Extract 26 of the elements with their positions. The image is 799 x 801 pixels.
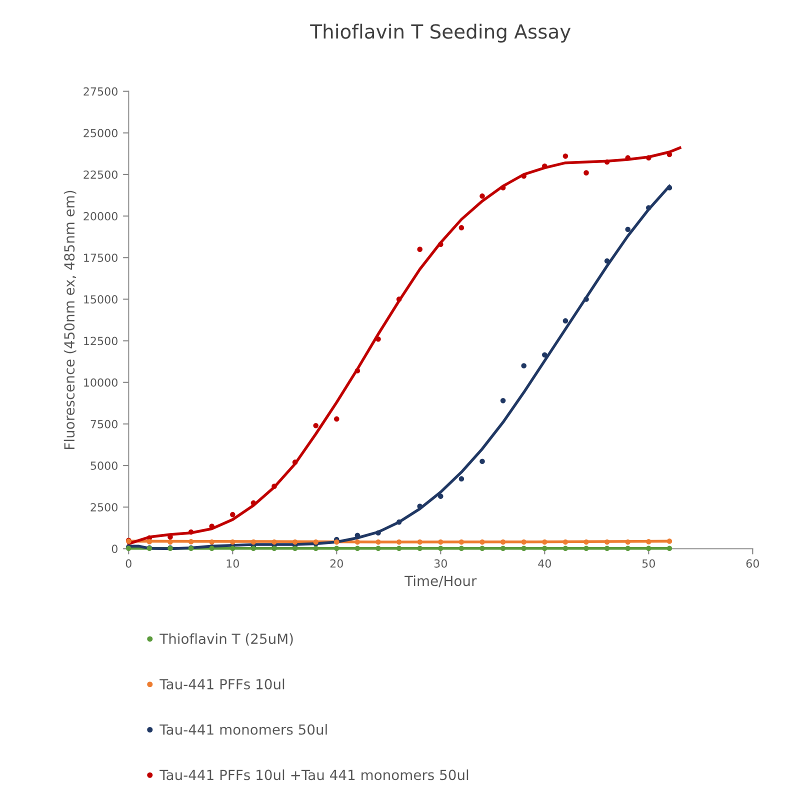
legend-label: Tau-441 PFFs 10ul +Tau 441 monomers 50ul — [160, 769, 468, 780]
y-tick-label: 2500 — [90, 503, 118, 512]
x-tick-label: 10 — [226, 559, 239, 568]
y-tick-label: 15000 — [84, 295, 118, 304]
y-tick-label: 10000 — [84, 378, 118, 387]
legend-label: Tau-441 monomers 50ul — [160, 724, 327, 735]
y-tick-label: 5000 — [90, 462, 118, 470]
y-tick-label: 12500 — [84, 336, 118, 346]
x-tick-label: 60 — [746, 559, 759, 568]
y-tick-label: 7500 — [90, 420, 118, 428]
y-axis-title: Fluorescence (450nm ex, 485nm em) — [64, 190, 76, 449]
x-tick-label: 0 — [126, 559, 132, 568]
x-tick-label: 20 — [330, 559, 343, 568]
legend-label: Thioflavin T (25uM) — [160, 633, 293, 646]
x-tick-label: 50 — [642, 559, 655, 568]
y-tick-label: 27500 — [84, 87, 118, 96]
x-tick-label: 40 — [538, 559, 551, 568]
y-tick-label: 22500 — [84, 170, 118, 179]
y-tick-label: 17500 — [84, 254, 118, 262]
legend-label: Tau-441 PFFs 10ul — [160, 678, 284, 690]
x-axis-title: Time/Hour — [404, 575, 477, 588]
x-tick-label: 30 — [434, 559, 447, 568]
y-tick-label: 0 — [112, 544, 118, 554]
y-tick-label: 25000 — [84, 128, 118, 138]
y-tick-label: 20000 — [84, 212, 118, 220]
chart-title: Thioflavin T Seeding Assay — [310, 24, 571, 43]
